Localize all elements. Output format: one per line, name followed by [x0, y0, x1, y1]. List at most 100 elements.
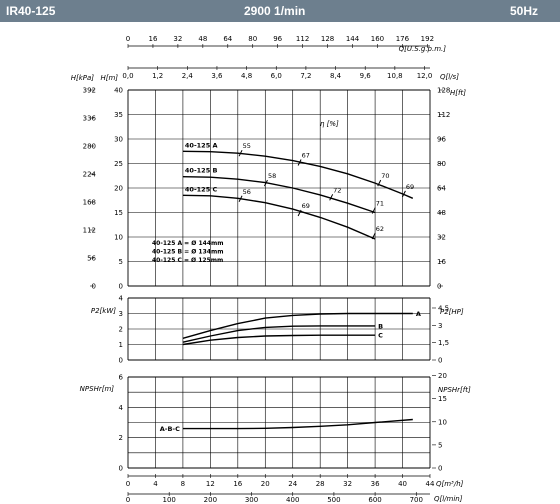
us-gpm-tick-label: 128 — [321, 35, 334, 43]
us-gpm-axis-label: Q[U.S.g.p.m.] — [399, 45, 447, 53]
ls-tick-label: 9,6 — [360, 72, 372, 80]
ls-tick-label: 0,0 — [122, 72, 133, 80]
head-curve-a — [182, 150, 414, 199]
efficiency-value-label: 71 — [376, 200, 384, 208]
npsh-ft-tick-label: 20 — [438, 372, 447, 380]
ls-tick-label: 3,6 — [211, 72, 223, 80]
npsh-curve-label: A-B-C — [160, 425, 180, 433]
power-curve-label: A — [416, 310, 421, 318]
diameter-legend-entry: 40-125 C = Ø 125mm — [152, 257, 223, 264]
diameter-legend-entry: 40-125 B = Ø 134mm — [152, 249, 223, 256]
power-hp-tick-label: 3 — [438, 322, 442, 330]
head-kpa-tick-label: 392 — [83, 87, 96, 95]
lmin-tick-label: 0 — [126, 496, 130, 504]
us-gpm-tick-label: 32 — [173, 35, 182, 43]
head-m-tick-label: 30 — [114, 136, 123, 144]
efficiency-value-label: 56 — [243, 188, 251, 196]
head-m-tick-label: 5 — [119, 258, 123, 266]
us-gpm-tick-label: 144 — [346, 35, 360, 43]
m3h-tick-label: 40 — [398, 480, 407, 488]
us-gpm-tick-label: 96 — [273, 35, 282, 43]
head-curve-label: 40-125 B — [185, 167, 218, 175]
head-ft-tick-label: 32 — [437, 234, 446, 242]
head-m-tick-label: 15 — [114, 209, 123, 217]
head-ft-tick-label: 64 — [437, 185, 446, 193]
npsh-curve — [182, 418, 413, 430]
efficiency-value-label: 58 — [268, 172, 276, 180]
head-curve-b — [182, 176, 376, 214]
m3h-tick-label: 32 — [343, 480, 352, 488]
lmin-tick-label: 200 — [204, 496, 217, 504]
us-gpm-tick-label: 160 — [371, 35, 384, 43]
head-m-tick-label: 40 — [114, 87, 123, 95]
us-gpm-tick-label: 80 — [248, 35, 257, 43]
us-gpm-tick-label: 176 — [396, 35, 410, 43]
head-kpa-tick-label: 336 — [83, 115, 97, 123]
npsh-ft-tick-label: 10 — [438, 418, 447, 426]
lmin-tick-label: 600 — [368, 496, 381, 504]
us-gpm-tick-label: 16 — [148, 35, 157, 43]
ls-tick-label: 10,8 — [387, 72, 403, 80]
head-kpa-tick-label: 0 — [92, 283, 96, 291]
efficiency-value-label: 70 — [381, 172, 389, 180]
efficiency-tick — [297, 159, 302, 166]
npsh-m-tick-label: 4 — [119, 404, 124, 412]
head-ft-tick-label: 80 — [437, 160, 446, 168]
us-gpm-tick-label: 0 — [126, 35, 130, 43]
efficiency-value-label: 69 — [302, 202, 310, 210]
lmin-tick-label: 700 — [410, 496, 423, 504]
head-curve-label: 40-125 A — [185, 141, 218, 149]
head-ft-tick-label: 128 — [437, 87, 450, 95]
head-ft-tick-label: 0 — [437, 283, 441, 291]
npsh-m-tick-label: 6 — [119, 374, 124, 382]
npsh-m-tick-label: 0 — [119, 465, 123, 473]
head-curve-label: 40-125 C — [185, 185, 218, 193]
m3h-tick-label: 0 — [126, 480, 130, 488]
power-curve-b — [182, 325, 376, 343]
efficiency-tick — [238, 149, 243, 157]
m3h-tick-label: 28 — [316, 480, 325, 488]
ls-tick-label: 12,0 — [417, 72, 433, 80]
power-hp-tick-label: 0 — [438, 357, 442, 365]
m3h-tick-label: 44 — [426, 480, 435, 488]
efficiency-value-label: 72 — [333, 186, 341, 194]
power-kw-tick-label: 1 — [119, 341, 123, 349]
power-hp-tick-label: 1,5 — [438, 339, 449, 347]
efficiency-tick — [329, 194, 334, 201]
m3h-tick-label: 20 — [261, 480, 270, 488]
power-curve-label: B — [378, 322, 383, 330]
efficiency-tick — [297, 209, 302, 217]
head-ft-tick-label: 48 — [437, 209, 446, 217]
npsh-ft-tick-label: 15 — [438, 395, 447, 403]
head-m-axis-label: H[m] — [100, 74, 118, 82]
lmin-tick-label: 300 — [245, 496, 258, 504]
power-hp-axis-label: P2[HP] — [440, 308, 464, 316]
frequency: 50Hz — [510, 4, 539, 18]
lmin-tick-label: 500 — [327, 496, 340, 504]
m3h-tick-label: 36 — [371, 480, 380, 488]
head-kpa-tick-label: 56 — [87, 255, 96, 263]
efficiency-tick — [377, 179, 382, 187]
head-ft-tick-label: 96 — [437, 136, 446, 144]
ls-tick-label: 6,0 — [271, 72, 282, 80]
head-kpa-tick-label: 280 — [83, 143, 96, 151]
head-ft-axis-label: H[ft] — [450, 89, 466, 97]
ls-tick-label: 4,8 — [241, 72, 252, 80]
lmin-tick-label: 100 — [162, 496, 175, 504]
efficiency-tick — [371, 207, 376, 214]
npsh-ft-tick-label: 5 — [438, 441, 442, 449]
efficiency-label: η [%] — [320, 120, 339, 128]
npsh-m-tick-label: 2 — [119, 434, 123, 442]
lmin-tick-label: 400 — [286, 496, 299, 504]
us-gpm-tick-label: 48 — [198, 35, 207, 43]
power-kw-axis-label: P2[kW] — [91, 307, 116, 315]
ls-tick-label: 7,2 — [300, 72, 311, 80]
power-curve-label: C — [378, 332, 383, 340]
ls-tick-label: 8,4 — [330, 72, 342, 80]
efficiency-value-label: 62 — [376, 225, 384, 233]
npsh-ft-tick-label: 0 — [438, 465, 442, 473]
ls-axis-label: Q[l/s] — [440, 73, 459, 81]
m3h-tick-label: 8 — [181, 480, 185, 488]
us-gpm-tick-label: 64 — [223, 35, 232, 43]
